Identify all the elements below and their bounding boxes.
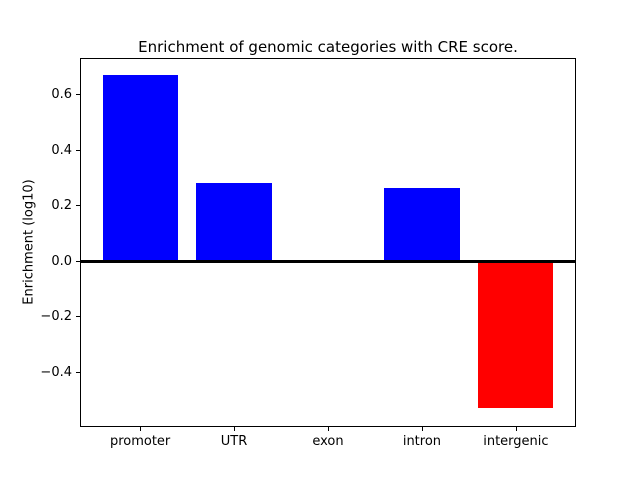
y-tick-label-0.2: 0.2 (51, 198, 72, 214)
x-tick-mark-intron (421, 427, 423, 431)
bar-intergenic (478, 260, 554, 408)
chart-title: Enrichment of genomic categories with CR… (138, 38, 518, 56)
x-tick-mark-exon (328, 427, 329, 431)
x-tick-label-promoter: promoter (109, 434, 171, 449)
y-tick-label-0.0: 0.0 (51, 253, 72, 269)
bar-promoter (102, 74, 178, 261)
plot-area (80, 58, 576, 427)
zero-baseline (80, 259, 576, 263)
y-tick-mark-0.2 (76, 205, 80, 207)
x-tick-label-exon: exon (312, 434, 344, 449)
y-tick-mark-−0.2 (76, 316, 80, 318)
bar-UTR (196, 182, 272, 261)
y-tick-mark-0.4 (76, 149, 80, 151)
y-tick-mark-0.6 (76, 94, 80, 96)
y-tick-label-−0.4: −0.4 (40, 364, 72, 380)
y-tick-label-0.4: 0.4 (51, 142, 72, 158)
x-tick-mark-intergenic (515, 427, 517, 431)
y-tick-label-0.6: 0.6 (51, 87, 72, 103)
y-tick-mark-−0.4 (76, 371, 80, 373)
bar-intron (384, 188, 460, 261)
y-tick-mark-0.0 (76, 260, 80, 262)
x-tick-label-UTR: UTR (220, 434, 248, 449)
x-tick-label-intergenic: intergenic (483, 434, 549, 449)
x-tick-mark-UTR (234, 427, 236, 431)
x-tick-label-intron: intron (402, 434, 442, 449)
y-tick-label-−0.2: −0.2 (40, 309, 72, 325)
x-tick-mark-promoter (140, 427, 142, 431)
